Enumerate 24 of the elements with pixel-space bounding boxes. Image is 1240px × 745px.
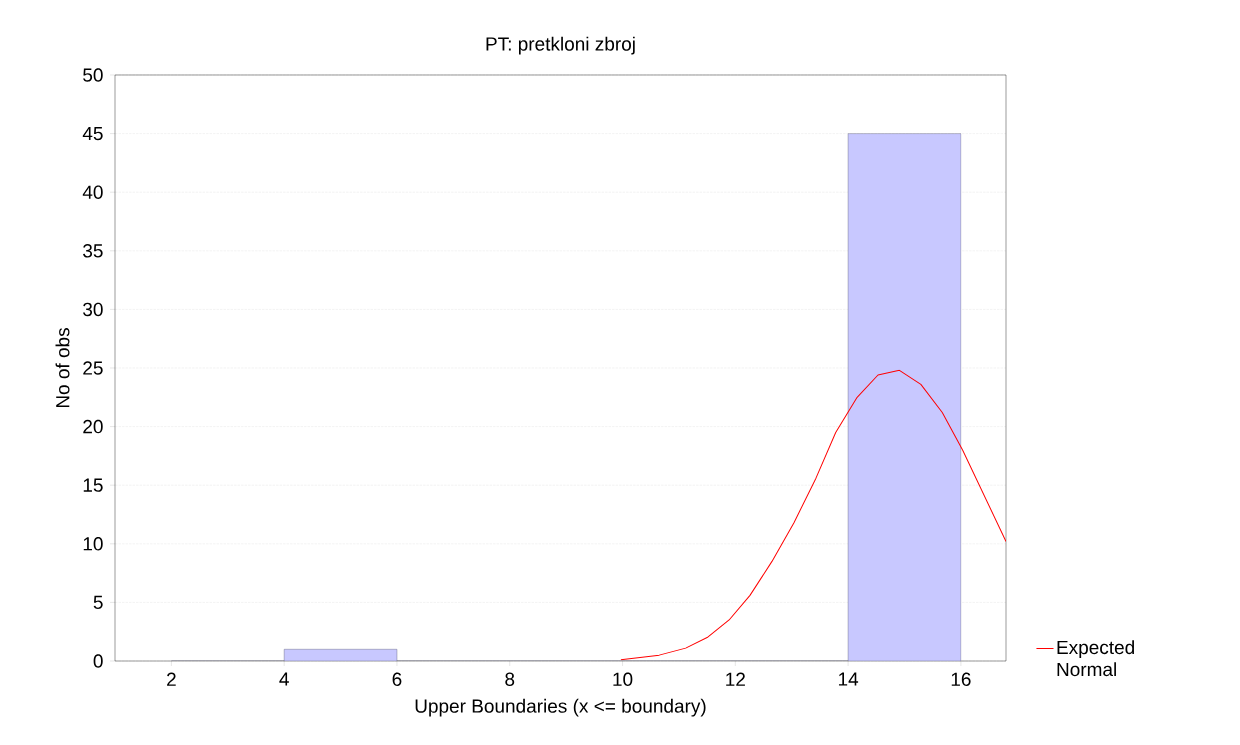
y-tick-label: 10	[83, 537, 103, 551]
x-tick-label: 10	[613, 672, 633, 686]
x-tick-label: 16	[951, 672, 971, 686]
y-tick-label: 30	[83, 302, 103, 317]
x-tick-label: 6	[392, 672, 402, 686]
x-tick-label: 8	[505, 672, 515, 686]
y-tick-label: 20	[83, 419, 103, 434]
line-series	[620, 369, 1007, 661]
y-tick-label: 40	[82, 185, 103, 199]
x-axis-title: Upper Boundaries (x <= boundary)	[415, 698, 706, 717]
y-tick-label: 15	[83, 478, 103, 492]
legend-label: Expected Normal	[1057, 640, 1134, 677]
chart-title: PT: pretkloni zbroj	[486, 36, 635, 55]
y-tick-label: 50	[83, 68, 103, 82]
y-tick-label: 0	[93, 654, 103, 668]
x-tick-label: 4	[279, 672, 289, 686]
x-tick-label: 14	[838, 672, 859, 686]
y-tick-label: 25	[83, 361, 103, 375]
x-tick-label: 2	[167, 672, 176, 686]
y-axis-title: No of obs	[55, 328, 70, 408]
y-tick-label: 5	[93, 595, 103, 610]
x-tick-label: 12	[726, 672, 745, 686]
y-tick-label: 45	[82, 126, 103, 141]
y-tick-label: 35	[83, 244, 103, 258]
